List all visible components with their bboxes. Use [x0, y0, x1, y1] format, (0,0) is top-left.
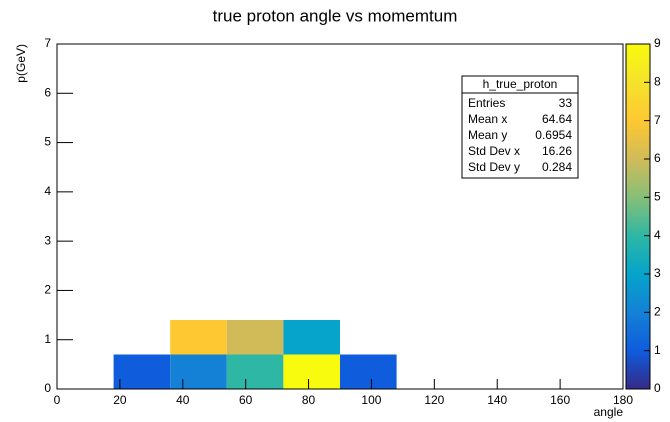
y-tick-label: 3 [44, 233, 51, 247]
x-tick-label: 20 [113, 393, 127, 407]
y-tick-label: 6 [44, 85, 51, 99]
colorbar-tick-label: 0 [654, 381, 661, 395]
x-axis-label: angle [594, 405, 624, 419]
heatmap-cell [283, 354, 340, 389]
y-tick-label: 4 [44, 184, 51, 198]
heatmap-cell [226, 320, 284, 355]
colorbar-tick-label: 5 [654, 190, 661, 204]
colorbar-tick-label: 9 [654, 36, 661, 50]
stats-label: Std Dev y [468, 160, 520, 174]
heatmap-cell [283, 320, 340, 355]
heatmap-cell [226, 354, 284, 389]
x-tick-label: 100 [361, 393, 381, 407]
y-tick-label: 1 [44, 332, 51, 346]
y-tick-label: 0 [44, 381, 51, 395]
y-tick-label: 7 [44, 36, 51, 50]
colorbar-tick-label: 7 [654, 113, 661, 127]
y-axis-label: p(GeV) [14, 44, 28, 83]
x-tick-label: 60 [239, 393, 253, 407]
stats-value: 16.26 [542, 144, 572, 158]
stats-value: 64.64 [542, 112, 572, 126]
heatmap-cell [170, 354, 227, 389]
colorbar-tick-label: 2 [654, 305, 661, 319]
heatmap-cell [113, 354, 171, 389]
x-tick-label: 140 [487, 393, 507, 407]
stats-label: Mean y [468, 128, 507, 142]
x-tick-label: 120 [424, 393, 444, 407]
x-tick-label: 40 [176, 393, 190, 407]
chart-title: true proton angle vs momemtum [213, 6, 458, 25]
x-tick-label: 180 [613, 393, 633, 407]
stats-value: 0.284 [542, 160, 572, 174]
stats-title: h_true_proton [483, 77, 558, 91]
colorbar-tick-label: 1 [654, 343, 661, 357]
colorbar-tick-label: 3 [654, 266, 661, 280]
colorbar [625, 43, 651, 390]
stats-label: Entries [468, 96, 505, 110]
plot-frame [56, 43, 624, 390]
x-tick-label: 160 [550, 393, 570, 407]
stats-value: 33 [559, 96, 573, 110]
colorbar-tick-label: 4 [654, 228, 661, 242]
heatmap-cell [340, 354, 397, 389]
y-tick-label: 5 [44, 135, 51, 149]
colorbar-tick-label: 8 [654, 75, 661, 89]
y-tick-label: 2 [44, 283, 51, 297]
stats-value: 0.6954 [535, 128, 572, 142]
x-tick-label: 0 [54, 393, 61, 407]
heatmap-cell [170, 320, 227, 355]
stats-label: Std Dev x [468, 144, 520, 158]
x-tick-label: 80 [302, 393, 316, 407]
colorbar-tick-label: 6 [654, 151, 661, 165]
stats-label: Mean x [468, 112, 507, 126]
